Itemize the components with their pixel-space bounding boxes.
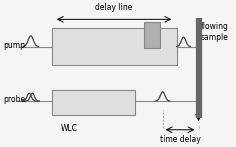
Text: WLC: WLC: [61, 124, 78, 133]
Text: probe: probe: [3, 95, 25, 104]
Text: time delay: time delay: [160, 136, 201, 145]
Text: pump: pump: [3, 41, 25, 50]
Text: flowing
sample: flowing sample: [201, 22, 229, 42]
Bar: [144, 22, 160, 48]
Text: delay line: delay line: [95, 3, 133, 12]
Bar: [52, 90, 135, 115]
Bar: [52, 28, 177, 65]
